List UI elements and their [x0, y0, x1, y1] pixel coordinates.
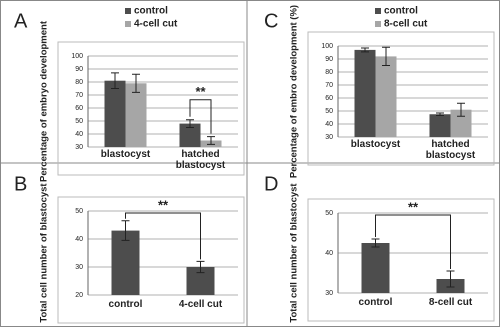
- legend-label: control: [384, 6, 418, 17]
- y-tick-label: 30: [325, 290, 333, 297]
- error-bar: [186, 119, 194, 128]
- y-tick-label: 40: [325, 121, 333, 128]
- legend-swatch: [375, 21, 381, 27]
- bar: [429, 114, 451, 137]
- y-axis-title: Percentage of embro development (%): [289, 5, 300, 178]
- y-tick-label: 60: [325, 95, 333, 102]
- error-bar: [371, 238, 380, 248]
- y-tick-label: 100: [71, 53, 83, 60]
- bar: [104, 80, 126, 147]
- y-axis-title: Total cell number of blastocyst: [39, 183, 50, 323]
- y-tick-label: 30: [75, 144, 83, 151]
- y-tick-label: 70: [325, 82, 333, 89]
- x-tick-label: 4-cell cut: [178, 299, 223, 310]
- x-tick-label: control: [358, 297, 393, 308]
- legend-label: 8-cell cut: [384, 19, 428, 30]
- bar: [354, 49, 376, 137]
- x-tick-label-box: control: [108, 299, 143, 310]
- y-tick-label: 80: [325, 69, 333, 76]
- y-tick-label: 80: [75, 79, 83, 86]
- y-tick-label: 20: [75, 292, 83, 299]
- x-tick-label-box: hatched blastocyst: [175, 149, 226, 171]
- error-bar: [436, 112, 444, 117]
- y-tick-label: 40: [75, 131, 83, 138]
- error-bar: [207, 136, 215, 145]
- y-tick-label: 30: [75, 264, 83, 271]
- x-tick-label-box: hatched blastocyst: [425, 139, 476, 161]
- error-bar: [457, 102, 465, 117]
- significance-label: **: [158, 197, 169, 212]
- x-tick-label: control: [108, 299, 143, 310]
- significance-bracket: [125, 212, 201, 260]
- error-bar: [111, 72, 119, 89]
- significance-label: **: [408, 199, 419, 214]
- x-tick-label-box: blastocyst: [100, 149, 151, 160]
- error-bar: [132, 73, 140, 93]
- panel-letter: C: [264, 10, 278, 32]
- bar: [361, 243, 390, 293]
- legend-swatch: [125, 8, 131, 14]
- panel-letter: A: [14, 10, 28, 32]
- legend-label: control: [134, 6, 168, 17]
- y-tick-label: 50: [325, 210, 333, 217]
- y-tick-label: 60: [75, 105, 83, 112]
- plot-frame: [57, 196, 245, 324]
- bar: [111, 230, 140, 295]
- panel-letter: B: [14, 173, 27, 195]
- plot-frame: [307, 31, 495, 166]
- bar: [375, 56, 397, 137]
- plot-frame: [307, 198, 495, 322]
- x-tick-label: 8-cell cut: [428, 297, 473, 308]
- y-tick-label: 50: [75, 208, 83, 215]
- y-tick-label: 100: [321, 43, 333, 50]
- bar: [450, 109, 472, 137]
- x-tick-label-box: blastocyst: [350, 139, 401, 150]
- x-tick-label: hatched blastocyst: [425, 139, 476, 161]
- x-tick-label: hatched blastocyst: [175, 149, 226, 171]
- x-tick-label: blastocyst: [350, 139, 401, 150]
- x-tick-label-box: control: [358, 297, 393, 308]
- legend-swatch: [375, 8, 381, 14]
- y-tick-label: 90: [325, 56, 333, 63]
- error-bar: [446, 270, 455, 288]
- y-tick-label: 50: [75, 118, 83, 125]
- y-tick-label: 40: [75, 236, 83, 243]
- y-tick-label: 30: [325, 134, 333, 141]
- legend-swatch: [125, 21, 131, 27]
- plot-frame: [57, 41, 245, 176]
- legend-label: 4-cell cut: [134, 19, 178, 30]
- x-tick-label-box: 4-cell cut: [178, 299, 223, 310]
- bar: [179, 123, 201, 147]
- x-tick-label-box: 8-cell cut: [428, 297, 473, 308]
- error-bar: [382, 46, 390, 66]
- y-tick-label: 70: [75, 92, 83, 99]
- error-bar: [361, 47, 369, 53]
- y-tick-label: 50: [325, 108, 333, 115]
- y-tick-label: 90: [75, 66, 83, 73]
- significance-bracket: [189, 99, 212, 134]
- x-tick-label: blastocyst: [100, 149, 151, 160]
- error-bar: [121, 220, 130, 241]
- panel-letter: D: [264, 173, 278, 195]
- significance-bracket: [375, 214, 451, 269]
- bar: [125, 83, 147, 147]
- significance-label: **: [195, 84, 206, 99]
- y-axis-title: Percentage of embryo development: [39, 20, 50, 182]
- error-bar: [196, 260, 205, 274]
- y-axis-title: Total cell number of blastocyst: [289, 183, 300, 323]
- y-tick-label: 40: [325, 250, 333, 257]
